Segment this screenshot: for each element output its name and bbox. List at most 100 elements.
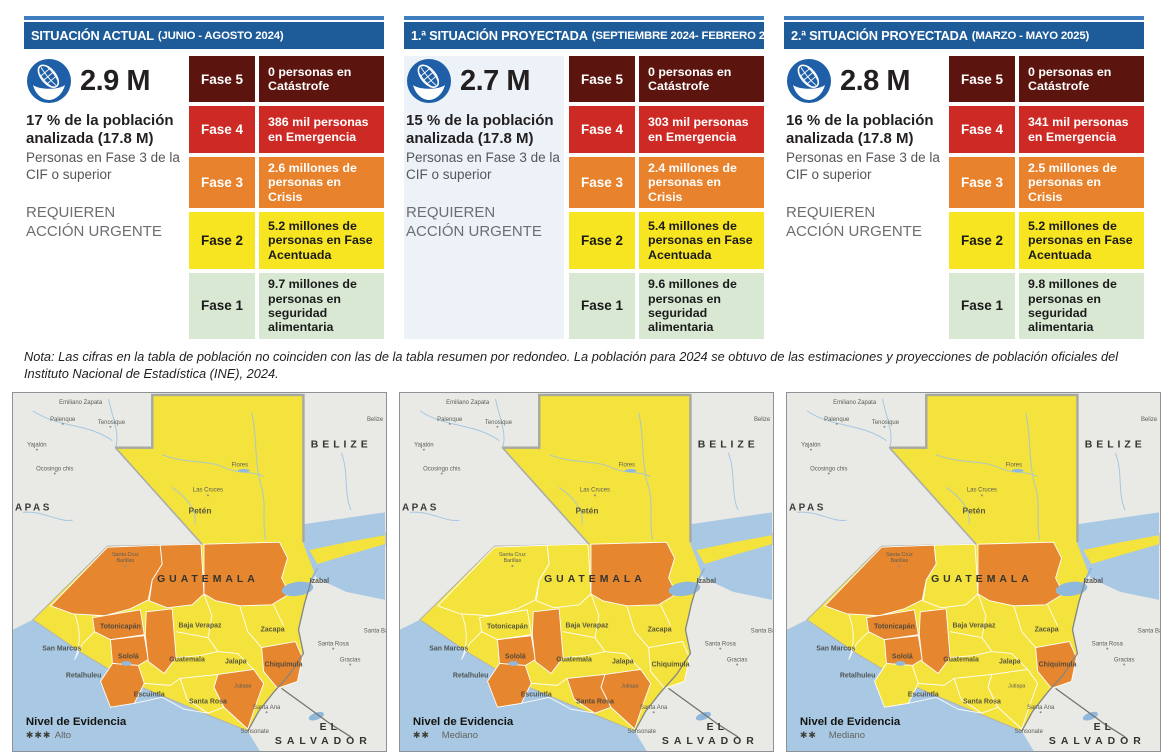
dept-suchitepequez	[874, 663, 919, 708]
label-santa-barbara: Santa Bár	[1138, 629, 1160, 635]
department-borders	[74, 593, 284, 714]
label-sonsonate: Sonsonate	[240, 729, 269, 735]
evidence-level-title: Nivel de Evidencia	[26, 716, 127, 728]
maize-bowl-icon	[787, 59, 831, 103]
affected-population-number: 2.9 M	[80, 64, 151, 97]
phase-label: Fase 2	[189, 212, 255, 270]
label-barillas: Barillas	[504, 558, 522, 564]
lake-peten-itza	[624, 469, 637, 473]
label-guatemala-dept: Guatemala	[556, 657, 592, 664]
phase-value: 386 mil personas en Emergencia	[259, 106, 384, 153]
phase-table: Fase 5 0 personas en Catástrofe Fase 4 3…	[569, 56, 764, 339]
label-solola: Sololá	[505, 654, 526, 661]
phase-label: Fase 1	[949, 273, 1015, 339]
label-escuintla: Escuintla	[908, 692, 939, 699]
label-belize: BELIZE	[698, 440, 759, 451]
phase-value: 9.6 millones de personas en seguridad al…	[639, 273, 764, 339]
phase-label: Fase 3	[189, 157, 255, 209]
label-sonsonate: Sonsonate	[627, 729, 656, 735]
label-chiapas: APAS	[402, 503, 439, 514]
label-chiapas: APAS	[15, 503, 52, 514]
map-canvas: Emiliano Zapata Palenque Tenosique Yajal…	[400, 393, 773, 752]
label-santa-cruz: Santa Cruz	[886, 552, 913, 558]
dept-quiche	[922, 543, 979, 609]
evidence-level-value: Mediano	[829, 730, 865, 741]
panel-situacion-actual: SITUACIÓN ACTUAL (JUNIO - AGOSTO 2024)	[24, 16, 384, 339]
label-el-salvador-2: SALVADOR	[275, 736, 372, 747]
label-barillas: Barillas	[117, 558, 135, 564]
lake-peten-itza	[1011, 469, 1024, 473]
label-las-cruces: Las Cruces	[967, 488, 997, 494]
label-palenque: Palenque	[50, 417, 76, 423]
label-el-salvador-1: EL	[320, 722, 341, 733]
label-belize-town: Belize	[367, 417, 384, 423]
label-el-salvador-1: EL	[1094, 722, 1115, 733]
population-analyzed-line: 17 % de la población analizada (17.8 M)	[26, 112, 174, 147]
rivers	[22, 399, 352, 522]
dept-chiquimula	[648, 641, 690, 690]
label-santa-cruz: Santa Cruz	[499, 552, 526, 558]
label-tenosique: Tenosique	[872, 420, 900, 426]
label-solola: Sololá	[118, 654, 139, 661]
honduras-border	[1021, 580, 1087, 732]
evidence-level-value: Alto	[55, 730, 71, 741]
phase-row-3: Fase 3 2.4 millones de personas en Crisi…	[569, 157, 764, 209]
label-flores: Flores	[232, 463, 249, 469]
peten-rivers	[162, 413, 267, 541]
guatemala-ipc-map-1: Emiliano Zapata Palenque Tenosique Yajal…	[399, 392, 774, 752]
label-zacapa: Zacapa	[261, 627, 285, 634]
phase-label: Fase 3	[569, 157, 635, 209]
affected-population-number: 2.7 M	[460, 64, 531, 97]
dept-solola	[110, 635, 149, 667]
dept-totonicapan	[479, 609, 532, 641]
dept-chimaltenango	[918, 608, 951, 675]
panel-summary-column: 2.9 M 17 % de la población analizada (17…	[24, 56, 184, 339]
label-guatemala-country: GUATEMALA	[544, 574, 646, 585]
phase-label: Fase 5	[949, 56, 1015, 102]
amatique-bay	[1077, 512, 1160, 601]
maize-bowl-icon	[407, 59, 451, 103]
label-flores: Flores	[619, 463, 636, 469]
evidence-stars: ✱✱✱	[26, 730, 51, 740]
maize-bowl-icon	[27, 59, 71, 103]
peten-rivers	[549, 413, 654, 541]
label-peten: Petén	[189, 506, 212, 516]
label-el-salvador-1: EL	[707, 722, 728, 733]
lake-guija	[695, 712, 711, 721]
map-canvas: Emiliano Zapata Palenque Tenosique Yajal…	[13, 393, 386, 752]
label-honduras-santa-rosa: Santa Rosa	[705, 642, 737, 648]
label-el-salvador-2: SALVADOR	[662, 736, 759, 747]
phase-row-5: Fase 5 0 personas en Catástrofe	[949, 56, 1144, 102]
dept-alta-verapaz	[590, 541, 677, 607]
label-retalhuleu: Retalhuleu	[840, 673, 876, 680]
phase-row-4: Fase 4 386 mil personas en Emergencia	[189, 106, 384, 153]
affected-population-number: 2.8 M	[840, 64, 911, 97]
label-izabal: Izabal	[697, 578, 716, 585]
phase-label: Fase 1	[569, 273, 635, 339]
phase-row-4: Fase 4 341 mil personas en Emergencia	[949, 106, 1144, 153]
label-izabal: Izabal	[310, 578, 329, 585]
dept-santa-rosa	[953, 674, 999, 714]
panel-title: SITUACIÓN ACTUAL	[31, 28, 154, 43]
label-santa-barbara: Santa Bár	[364, 629, 386, 635]
panel-primera-proyeccion: 1.ª SITUACIÓN PROYECTADA (SEPTIEMBRE 202…	[404, 16, 764, 339]
evidence-stars: ✱✱	[800, 730, 817, 740]
panel-body: 2.9 M 17 % de la población analizada (17…	[24, 49, 384, 339]
panel-top-strip	[24, 16, 384, 20]
label-ocosingo: Ocosingo chis	[810, 467, 847, 473]
department-borders	[461, 593, 671, 714]
phase3-plus-line: Personas en Fase 3 de la CIF o superior	[26, 150, 180, 183]
label-honduras-santa-rosa: Santa Rosa	[318, 642, 350, 648]
label-peten: Petén	[576, 506, 599, 516]
label-santa-barbara: Santa Bár	[751, 629, 773, 635]
label-gracias: Gracias	[1114, 658, 1135, 664]
dept-alta-verapaz	[977, 541, 1064, 607]
dept-solola	[497, 635, 536, 667]
label-gracias: Gracias	[340, 658, 361, 664]
label-santa-ana: Santa Ana	[1027, 705, 1055, 711]
phase-value: 0 personas en Catástrofe	[259, 56, 384, 102]
label-baja-verapaz: Baja Verapaz	[179, 623, 222, 630]
urgent-action-line: REQUIEREN ACCIÓN URGENTE	[26, 204, 162, 240]
phase-value: 303 mil personas en Emergencia	[639, 106, 764, 153]
phase-row-5: Fase 5 0 personas en Catástrofe	[569, 56, 764, 102]
